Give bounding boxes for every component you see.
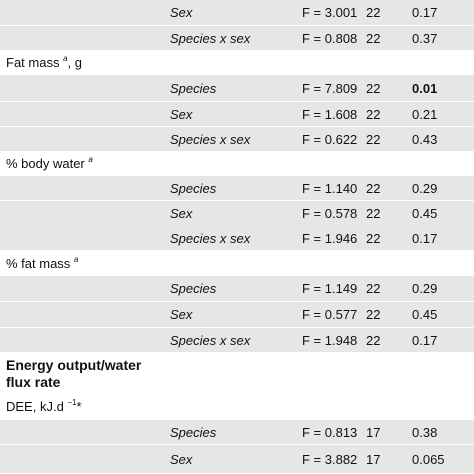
degrees-of-freedom: 17: [366, 452, 381, 467]
degrees-of-freedom: 22: [366, 307, 381, 322]
effect-term: Sex: [170, 107, 193, 122]
p-value: 0.29: [412, 181, 438, 196]
effect-term: Species x sex: [170, 132, 251, 147]
footnote-marker: a: [73, 255, 79, 264]
p-value: 0.45: [412, 206, 438, 221]
table-row: Sex F = 1.608 22 0.21: [0, 102, 474, 127]
degrees-of-freedom: 22: [366, 206, 381, 221]
variable-name: % fat mass: [6, 256, 71, 271]
f-statistic: F = 1.149: [302, 281, 358, 296]
p-value: 0.21: [412, 107, 438, 122]
variable-unit: *: [76, 399, 82, 414]
effect-term: Species: [170, 181, 217, 196]
p-value: 0.29: [412, 281, 438, 296]
table-row: Sex F = 3.882 17 0.065: [0, 445, 474, 474]
variable-header-row: DEE, kJ.d −1*: [0, 394, 474, 420]
table-row: Species x sex F = 1.948 22 0.17: [0, 328, 474, 353]
effect-term: Sex: [170, 307, 193, 322]
table-row: Species F = 7.809 22 0.01: [0, 75, 474, 102]
section-title: Energy output/water flux rate: [6, 357, 141, 391]
footnote-marker: −1: [67, 398, 77, 407]
p-value: 0.38: [412, 425, 438, 440]
table-row: Sex F = 0.578 22 0.45: [0, 201, 474, 227]
f-statistic: F = 0.808: [302, 31, 358, 46]
variable-label: Fat mass a, g: [6, 51, 82, 75]
effect-term: Species: [170, 281, 217, 296]
variable-label: DEE, kJ.d −1*: [6, 394, 82, 420]
table-row: Species F = 0.813 17 0.38: [0, 420, 474, 445]
degrees-of-freedom: 22: [366, 333, 381, 348]
table-row: Species x sex F = 0.808 22 0.37: [0, 26, 474, 51]
effect-term: Species x sex: [170, 31, 251, 46]
p-value: 0.17: [412, 231, 438, 246]
p-value: 0.01: [412, 81, 438, 96]
f-statistic: F = 1.946: [302, 231, 358, 246]
variable-header-row: % body water a: [0, 152, 474, 176]
p-value: 0.43: [412, 132, 438, 147]
f-statistic: F = 1.140: [302, 181, 358, 196]
table-row: Species F = 1.140 22 0.29: [0, 176, 474, 201]
variable-header-row: Fat mass a, g: [0, 51, 474, 75]
degrees-of-freedom: 22: [366, 107, 381, 122]
table-row: Species x sex F = 1.946 22 0.17: [0, 226, 474, 251]
f-statistic: F = 0.622: [302, 132, 358, 147]
footnote-marker: a: [63, 54, 68, 63]
degrees-of-freedom: 22: [366, 5, 381, 20]
variable-name: Fat mass: [6, 55, 60, 70]
f-statistic: F = 3.001: [302, 5, 358, 20]
degrees-of-freedom: 22: [366, 281, 381, 296]
effect-term: Species x sex: [170, 231, 251, 246]
f-statistic: F = 3.882: [302, 452, 358, 467]
effect-term: Sex: [170, 5, 193, 20]
degrees-of-freedom: 22: [366, 81, 381, 96]
table-row: Sex F = 3.001 22 0.17: [0, 0, 474, 26]
table-row: Species x sex F = 0.622 22 0.43: [0, 127, 474, 152]
effect-term: Sex: [170, 452, 193, 467]
degrees-of-freedom: 22: [366, 181, 381, 196]
table-row: Sex F = 0.577 22 0.45: [0, 302, 474, 328]
f-statistic: F = 1.608: [302, 107, 358, 122]
f-statistic: F = 0.577: [302, 307, 358, 322]
p-value: 0.17: [412, 5, 438, 20]
variable-header-row: % fat mass a: [0, 251, 474, 276]
variable-label: % body water a: [6, 152, 93, 176]
footnote-marker: a: [88, 155, 93, 164]
variable-unit: , g: [67, 55, 83, 70]
degrees-of-freedom: 22: [366, 231, 381, 246]
f-statistic: F = 0.813: [302, 425, 358, 440]
f-statistic: F = 1.948: [302, 333, 358, 348]
variable-name: % body water: [6, 156, 85, 171]
degrees-of-freedom: 22: [366, 132, 381, 147]
section-title-line: Energy output/water: [6, 357, 142, 373]
table-row: Species F = 1.149 22 0.29: [0, 276, 474, 302]
effect-term: Species: [170, 81, 217, 96]
effect-term: Species x sex: [170, 333, 251, 348]
effect-term: Sex: [170, 206, 193, 221]
p-value: 0.37: [412, 31, 438, 46]
variable-label: % fat mass a: [6, 251, 78, 276]
variable-name: DEE, kJ.d: [6, 399, 64, 414]
p-value: 0.065: [412, 452, 445, 467]
effect-term: Species: [170, 425, 217, 440]
p-value: 0.17: [412, 333, 438, 348]
section-header-row: Energy output/water flux rate: [0, 353, 474, 394]
degrees-of-freedom: 22: [366, 31, 381, 46]
f-statistic: F = 7.809: [302, 81, 358, 96]
degrees-of-freedom: 17: [366, 425, 381, 440]
section-title-line: flux rate: [6, 374, 61, 390]
p-value: 0.45: [412, 307, 438, 322]
f-statistic: F = 0.578: [302, 206, 358, 221]
